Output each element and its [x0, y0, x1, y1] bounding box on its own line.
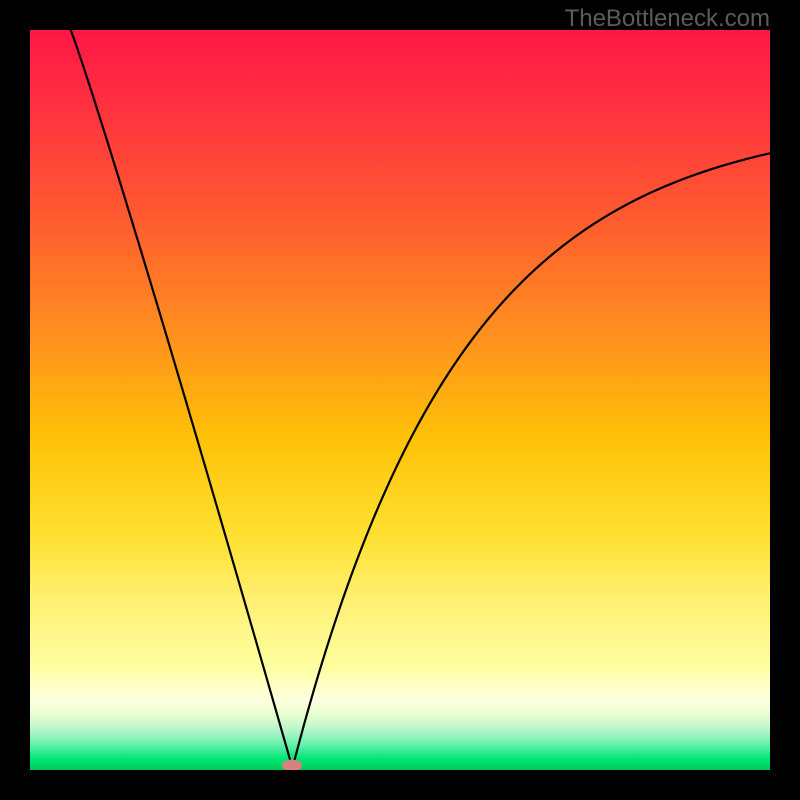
chart-frame: TheBottleneck.com	[0, 0, 800, 800]
gradient-background	[30, 30, 770, 770]
watermark-text: TheBottleneck.com	[565, 5, 770, 33]
plot-area	[30, 30, 770, 770]
chart-svg	[30, 30, 770, 770]
